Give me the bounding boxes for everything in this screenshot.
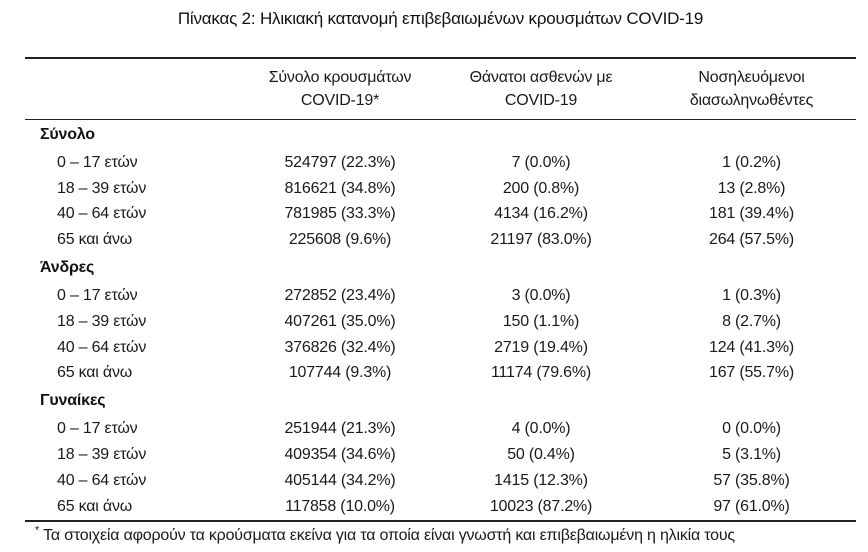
deaths-cell: 4 (0.0%)	[511, 420, 571, 438]
table-row: 0 – 17 ετών 251944 (21.3%) 4 (0.0%) 0 (0…	[25, 416, 856, 442]
deaths-cell: 150 (1.1%)	[502, 312, 580, 330]
table-row: 18 – 39 ετών 816621 (34.8%) 200 (0.8%) 1…	[25, 176, 856, 202]
deaths-cell: 2719 (19.4%)	[494, 338, 588, 356]
covid-age-distribution-table: Σύνολο κρουσμάτων COVID-19* Θάνατοι ασθε…	[25, 57, 856, 522]
col-header-cases-line1: Σύνολο κρουσμάτων	[268, 69, 412, 86]
deaths-cell: 11174 (79.6%)	[491, 364, 591, 382]
section-label: Άνδρες	[40, 259, 95, 277]
cases-cell: 376826 (32.4%)	[284, 338, 396, 356]
intubated-cell: 1 (0.3%)	[722, 287, 781, 305]
col-header-intubated-line2: διασωληνωθέντες	[689, 92, 814, 109]
table-row: 40 – 64 ετών 376826 (32.4%) 2719 (19.4%)…	[25, 335, 856, 361]
cases-cell: 117858 (10.0%)	[285, 497, 395, 515]
intubated-cell: 13 (2.8%)	[717, 179, 786, 197]
intubated-cell: 0 (0.0%)	[722, 420, 781, 438]
cases-cell: 405144 (34.2%)	[284, 471, 396, 489]
age-cell: 65 και άνω	[57, 497, 133, 515]
col-header-cases: Σύνολο κρουσμάτων COVID-19*	[245, 58, 435, 120]
intubated-cell: 181 (39.4%)	[709, 205, 794, 223]
age-cell: 65 και άνω	[57, 231, 133, 249]
cases-cell: 251944 (21.3%)	[284, 420, 396, 438]
table-row: 65 και άνω 225608 (9.6%) 21197 (83.0%) 2…	[25, 227, 856, 253]
cases-cell: 272852 (23.4%)	[284, 287, 396, 305]
intubated-cell: 124 (41.3%)	[709, 338, 794, 356]
table-row: 0 – 17 ετών 524797 (22.3%) 7 (0.0%) 1 (0…	[25, 150, 856, 176]
age-cell: 40 – 64 ετών	[57, 471, 147, 489]
age-cell: 65 και άνω	[57, 364, 133, 382]
age-cell: 40 – 64 ετών	[57, 338, 147, 356]
age-cell: 18 – 39 ετών	[57, 179, 147, 197]
col-header-intubated: Νοσηλευόμενοι διασωληνωθέντες	[647, 58, 856, 120]
table-row: 65 και άνω 117858 (10.0%) 10023 (87.2%) …	[25, 494, 856, 521]
intubated-cell: 97 (61.0%)	[713, 497, 790, 515]
table-row: 65 και άνω 107744 (9.3%) 11174 (79.6%) 1…	[25, 361, 856, 387]
cases-cell: 407261 (35.0%)	[284, 312, 396, 330]
deaths-cell: 3 (0.0%)	[511, 287, 571, 305]
cases-cell: 781985 (33.3%)	[284, 205, 396, 223]
intubated-cell: 264 (57.5%)	[709, 231, 794, 249]
cases-cell: 409354 (34.6%)	[284, 446, 396, 464]
table-row: 18 – 39 ετών 407261 (35.0%) 150 (1.1%) 8…	[25, 309, 856, 335]
section-row-men: Άνδρες	[25, 253, 856, 283]
intubated-cell: 8 (2.7%)	[722, 312, 781, 330]
intubated-cell: 57 (35.8%)	[713, 471, 790, 489]
section-label: Σύνολο	[40, 126, 95, 143]
footnote: * Τα στοιχεία αφορούν τα κρούσματα εκείν…	[25, 525, 856, 546]
intubated-cell: 167 (55.7%)	[709, 364, 794, 382]
col-header-deaths-line2: COVID-19	[504, 92, 578, 109]
age-cell: 18 – 39 ετών	[57, 312, 147, 330]
section-row-total: Σύνολο	[25, 120, 856, 151]
header-row: Σύνολο κρουσμάτων COVID-19* Θάνατοι ασθε…	[25, 58, 856, 120]
col-header-deaths-line1: Θάνατοι ασθενών με	[469, 69, 613, 86]
col-header-age-empty	[25, 58, 245, 120]
table-row: 0 – 17 ετών 272852 (23.4%) 3 (0.0%) 1 (0…	[25, 283, 856, 309]
age-cell: 0 – 17 ετών	[57, 153, 138, 171]
age-cell: 40 – 64 ετών	[57, 205, 147, 223]
cases-cell: 225608 (9.6%)	[288, 231, 392, 249]
table-row: 40 – 64 ετών 781985 (33.3%) 4134 (16.2%)…	[25, 202, 856, 228]
deaths-cell: 1415 (12.3%)	[494, 471, 588, 489]
deaths-cell: 7 (0.0%)	[511, 153, 571, 171]
age-cell: 18 – 39 ετών	[57, 446, 147, 464]
deaths-cell: 200 (0.8%)	[502, 179, 580, 197]
deaths-cell: 10023 (87.2%)	[489, 497, 593, 515]
table-row: 40 – 64 ετών 405144 (34.2%) 1415 (12.3%)…	[25, 468, 856, 494]
cases-cell: 524797 (22.3%)	[284, 153, 396, 171]
footnote-text: Τα στοιχεία αφορούν τα κρούσματα εκείνα …	[43, 526, 735, 544]
section-label: Γυναίκες	[40, 392, 106, 410]
cases-cell: 107744 (9.3%)	[288, 364, 392, 382]
section-row-women: Γυναίκες	[25, 386, 856, 416]
intubated-cell: 5 (3.1%)	[722, 446, 781, 464]
cases-cell: 816621 (34.8%)	[284, 179, 396, 197]
col-header-intubated-line1: Νοσηλευόμενοι	[698, 69, 805, 86]
age-cell: 0 – 17 ετών	[57, 287, 138, 305]
intubated-cell: 1 (0.2%)	[722, 153, 781, 171]
col-header-deaths: Θάνατοι ασθενών με COVID-19	[435, 58, 647, 120]
col-header-cases-line2: COVID-19*	[300, 92, 380, 109]
table-row: 18 – 39 ετών 409354 (34.6%) 50 (0.4%) 5 …	[25, 442, 856, 468]
deaths-cell: 50 (0.4%)	[507, 446, 575, 464]
deaths-cell: 21197 (83.0%)	[490, 231, 592, 249]
age-cell: 0 – 17 ετών	[57, 420, 138, 438]
footnote-asterisk-marker: *	[35, 524, 40, 537]
deaths-cell: 4134 (16.2%)	[494, 205, 588, 223]
page-title: Πίνακας 2: Ηλικιακή κατανομή επιβεβαιωμέ…	[177, 9, 704, 28]
